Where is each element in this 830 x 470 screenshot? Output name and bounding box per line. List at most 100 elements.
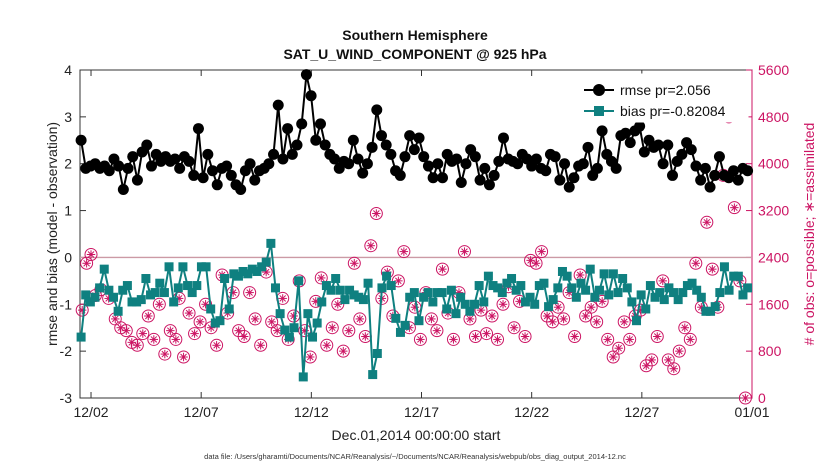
obs-assimilated-marker: [598, 298, 606, 305]
y-tick-label: 1: [64, 203, 72, 219]
rmse-point: [113, 160, 125, 172]
obs-assimilated-marker: [742, 394, 749, 402]
obs-possible-marker: [254, 338, 268, 352]
obs-point: [320, 338, 334, 352]
obs-assimilated-marker: [180, 353, 187, 361]
rmse-point: [169, 153, 181, 165]
y-axis-right: 0 800 1600 2400 3200 4000 4800 5600: [746, 62, 789, 406]
bias-point: [284, 332, 294, 342]
bias-point: [507, 274, 517, 284]
bias-point: [386, 281, 396, 291]
bias-point: [109, 292, 119, 302]
obs-assimilated-marker: [664, 356, 672, 364]
rmse-point: [385, 148, 397, 160]
rmse-point: [197, 172, 209, 184]
bias-point: [321, 281, 331, 291]
obs-possible-marker: [353, 312, 367, 326]
obs-possible-marker: [347, 256, 361, 270]
bias-point: [201, 262, 211, 272]
rmse-point: [357, 167, 369, 179]
rmse-point: [413, 132, 425, 144]
bias-point: [493, 283, 503, 293]
obs-assimilated-marker: [499, 300, 507, 308]
bias-point: [451, 309, 461, 319]
obs-point: [480, 327, 494, 341]
obs-assimilated-marker: [367, 242, 375, 250]
rmse-point: [131, 174, 143, 186]
obs-point: [84, 248, 98, 261]
chart-subtitle: SAT_U_WIND_COMPONENT @ 925 hPa: [283, 46, 546, 62]
obs-assimilated-marker: [626, 336, 634, 343]
obs-possible-marker: [325, 321, 339, 335]
obs-assimilated-marker: [185, 309, 193, 317]
obs-assimilated-marker: [477, 306, 485, 314]
obs-possible-marker: [364, 239, 378, 253]
obs-assimilated-marker: [150, 336, 158, 343]
obs-possible-marker: [136, 327, 150, 341]
obs-point: [705, 262, 719, 276]
legend-rmse-label: rmse pr=2.056: [620, 82, 711, 98]
bias-point: [710, 302, 720, 312]
bias-point: [636, 290, 646, 300]
obs-assimilated-marker: [428, 315, 435, 323]
obs-assimilated-marker: [356, 315, 364, 323]
bias-point: [539, 278, 549, 288]
obs-point: [141, 309, 155, 323]
rmse-point: [732, 174, 744, 186]
bias-point: [594, 285, 604, 295]
obs-assimilated-marker: [593, 318, 600, 326]
obs-assimilated-marker: [659, 277, 667, 285]
bias-point: [169, 297, 179, 307]
obs-assimilated-marker: [268, 318, 276, 326]
obs-point: [254, 338, 268, 352]
bias-point: [743, 283, 753, 293]
obs-point: [130, 338, 144, 352]
bias-point: [446, 285, 456, 295]
rmse-point: [286, 148, 298, 160]
y-axis-label: rmse and bias (model - observation): [44, 122, 60, 346]
obs-assimilated-marker: [246, 289, 253, 296]
y2-tick-label: 2400: [758, 249, 789, 265]
bias-point: [692, 285, 702, 295]
bias-point: [141, 274, 151, 284]
obs-possible-marker: [672, 344, 686, 358]
bias-point: [247, 264, 257, 274]
y2-tick-label: 5600: [758, 62, 789, 78]
obs-possible-marker: [705, 262, 719, 276]
obs-possible-marker: [496, 297, 510, 311]
obs-assimilated-marker: [450, 336, 457, 343]
obs-point: [612, 341, 626, 355]
obs-assimilated-marker: [111, 315, 119, 323]
obs-point: [265, 315, 279, 329]
obs-point: [738, 391, 752, 405]
obs-point: [645, 353, 659, 367]
rmse-point: [314, 118, 326, 130]
bias-point: [345, 285, 355, 295]
rmse-point: [408, 144, 420, 156]
y-tick-label: -2: [60, 343, 73, 359]
obs-possible-marker: [446, 332, 460, 346]
obs-possible-marker: [617, 315, 631, 329]
obs-assimilated-marker: [494, 336, 501, 343]
rmse-point: [117, 183, 129, 195]
obs-assimilated-marker: [334, 300, 342, 308]
bias-point: [280, 325, 290, 335]
obs-possible-marker: [336, 344, 350, 358]
bias-point: [294, 276, 304, 286]
y-tick-label: -3: [60, 390, 73, 406]
rmse-point: [394, 169, 406, 181]
bias-point: [308, 332, 318, 342]
rmse-point: [451, 153, 463, 165]
rmse-point: [469, 151, 481, 163]
rmse-point: [742, 165, 754, 177]
rmse-point: [310, 134, 322, 146]
bias-point: [312, 318, 322, 328]
obs-assimilated-marker: [549, 318, 556, 326]
rmse-point: [225, 169, 237, 181]
bias-point: [196, 262, 206, 272]
bias-point: [571, 292, 581, 302]
bias-point: [118, 285, 128, 295]
chart-title: Southern Hemisphere: [342, 27, 488, 43]
y2-tick-label: 4800: [758, 109, 789, 125]
obs-assimilated-marker: [144, 312, 152, 320]
